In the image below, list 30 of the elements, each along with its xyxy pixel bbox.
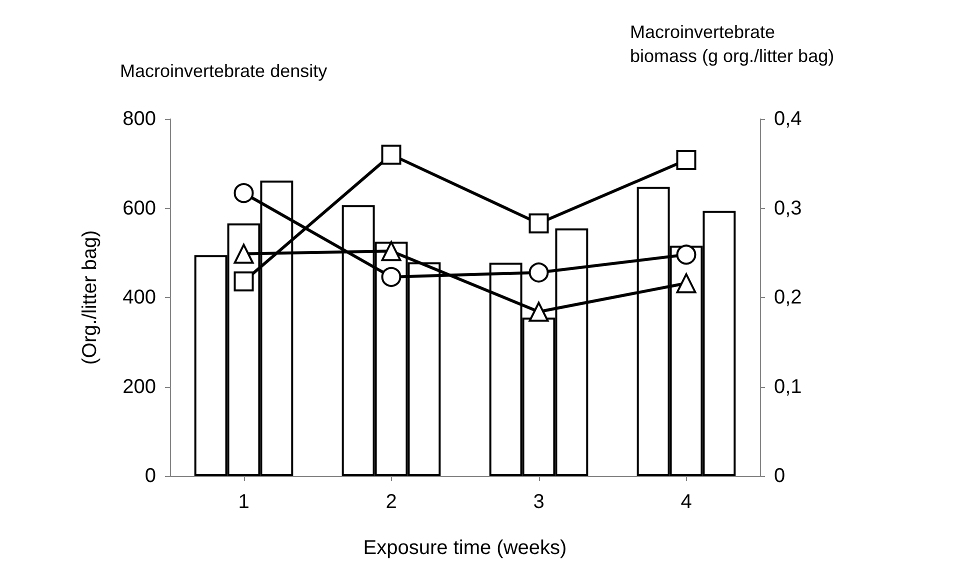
point bbox=[381, 241, 402, 262]
x-tick-label: 4 bbox=[680, 491, 692, 513]
y-tick-label: 800 bbox=[122, 108, 156, 130]
point bbox=[528, 262, 549, 283]
y2-axis-title: Macroinvertebrate biomass (g org./litter bag) bbox=[630, 22, 834, 66]
point bbox=[234, 183, 254, 204]
y2-tick-label: 0,4 bbox=[774, 108, 802, 130]
point bbox=[528, 213, 549, 234]
x-axis-title: Exposure time (weeks) bbox=[363, 537, 567, 559]
point bbox=[234, 244, 254, 264]
x-tick-label: 2 bbox=[386, 491, 397, 513]
y2-tick-label: 0 bbox=[774, 465, 786, 487]
point bbox=[381, 144, 402, 165]
y-tick-label: 600 bbox=[122, 197, 156, 220]
chart-title: Macroinvertebrate density bbox=[120, 61, 328, 81]
point bbox=[528, 302, 549, 322]
y-tick-label: 400 bbox=[122, 286, 156, 308]
y-tick-label: 200 bbox=[122, 376, 156, 398]
x-tick-label: 1 bbox=[238, 491, 250, 513]
y2-tick-label: 0,3 bbox=[774, 197, 802, 220]
point bbox=[234, 271, 254, 292]
point bbox=[676, 244, 696, 265]
point bbox=[676, 150, 696, 170]
point bbox=[676, 273, 696, 294]
y-axis-title: (Org./litter bag) bbox=[79, 230, 101, 365]
point bbox=[381, 266, 402, 287]
y2-tick-label: 0,2 bbox=[774, 286, 802, 308]
x-tick-label: 3 bbox=[533, 491, 544, 513]
y-tick-label: 0 bbox=[144, 465, 156, 487]
y2-tick-label: 0,1 bbox=[774, 376, 802, 398]
